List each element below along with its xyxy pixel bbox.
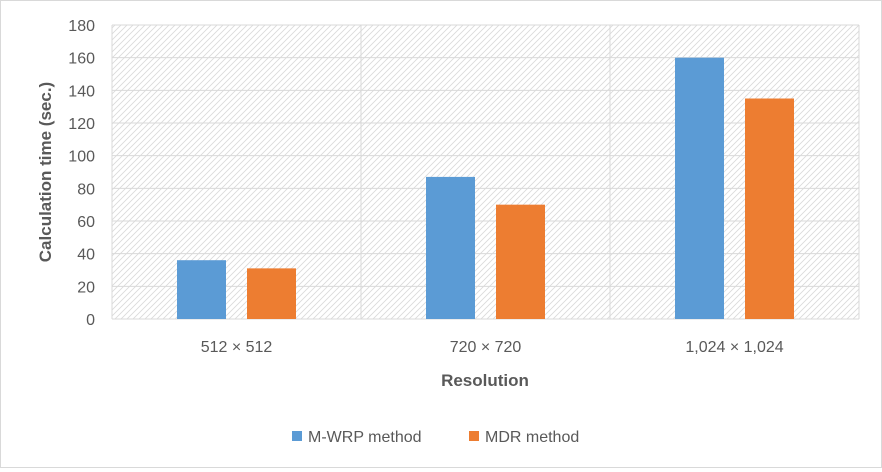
y-tick-label: 40 [77,247,95,264]
y-tick-label: 120 [68,116,95,133]
gridlines [111,24,860,320]
x-tick-label: 720 × 720 [450,339,522,356]
y-tick-label: 60 [77,214,95,231]
bar-mdr [496,204,545,319]
y-tick-label: 0 [86,312,95,329]
x-axis-ticks: 512 × 512 720 × 720 1,024 × 1,024 [201,339,784,356]
x-tick-label: 512 × 512 [201,339,273,356]
plot-area [112,25,859,319]
legend-label: MDR method [485,429,579,446]
bar-m-wrp [426,176,475,319]
x-axis-title: Resolution [441,371,529,390]
y-tick-label: 80 [77,181,95,198]
bar-mdr [745,98,794,319]
bar-mdr [247,268,296,319]
bars [177,57,794,320]
legend: M-WRP method MDR method [292,429,579,446]
y-tick-label: 140 [68,83,95,100]
y-tick-label: 20 [77,279,95,296]
legend-swatch [292,431,302,441]
y-tick-label: 160 [68,51,95,68]
x-tick-label: 1,024 × 1,024 [685,339,783,356]
y-axis-title: Calculation time (sec.) [36,82,55,262]
y-tick-label: 180 [68,18,95,35]
bar-m-wrp [177,260,226,319]
y-tick-label: 100 [68,149,95,166]
legend-swatch [469,431,479,441]
legend-label: M-WRP method [308,429,422,446]
bar-m-wrp [675,57,724,320]
y-axis-ticks: 0 20 40 60 80 100 120 140 160 180 [68,18,95,329]
